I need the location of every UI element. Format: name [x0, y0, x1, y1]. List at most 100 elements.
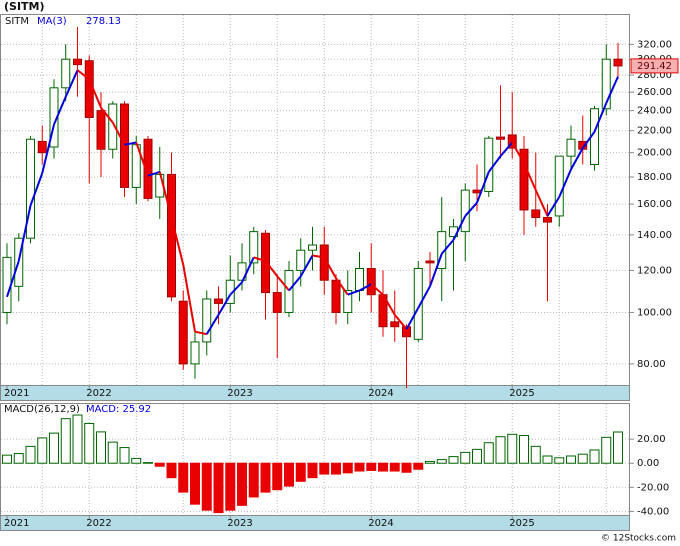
- ma-line: [429, 253, 443, 287]
- ma-line: [182, 264, 196, 332]
- ma-line: [241, 256, 255, 283]
- candle-body: [261, 232, 270, 294]
- macd-bar: [425, 460, 435, 464]
- macd-bar: [460, 451, 471, 464]
- macd-bar: [331, 462, 341, 475]
- x-tick-label: 2021: [4, 518, 29, 529]
- ma-line: [605, 76, 619, 104]
- candle-body: [214, 298, 223, 304]
- y-tick-label: 200.00: [637, 148, 672, 159]
- ma-line: [124, 141, 137, 146]
- y-tick-label: 0.00: [637, 458, 659, 469]
- macd-bar: [413, 462, 424, 470]
- ma-line: [229, 281, 243, 296]
- macd-bar: [25, 445, 36, 464]
- candle-body: [26, 138, 35, 239]
- macd-bar: [178, 462, 189, 493]
- y-tick-label: 260.00: [637, 87, 672, 98]
- macd-bar: [143, 462, 153, 464]
- macd-bar: [530, 445, 541, 464]
- candle-body: [413, 268, 423, 340]
- footer: © 12Stocks.com: [601, 534, 676, 544]
- candle-body: [249, 231, 259, 264]
- ma-line: [135, 142, 149, 177]
- candle-body: [355, 268, 364, 291]
- ma-line: [593, 102, 608, 133]
- price-panel: [0, 14, 630, 386]
- ma-line: [100, 107, 114, 124]
- candle-body: [554, 155, 564, 217]
- candle-body: [108, 103, 118, 150]
- ma-line: [312, 254, 325, 259]
- macd-bar: [13, 453, 24, 464]
- y-tick-label: 20.00: [637, 434, 666, 445]
- ma-line: [217, 294, 232, 316]
- macd-bar: [49, 432, 59, 464]
- y-tick-label: 240.00: [637, 106, 672, 117]
- x-tick-label: 2023: [227, 518, 252, 529]
- macd-bar: [260, 462, 271, 493]
- candle-body: [531, 209, 541, 218]
- candle-body: [484, 137, 494, 192]
- y-tick-label: 100.00: [637, 307, 672, 318]
- macd-bar: [201, 462, 212, 511]
- macd-bar: [190, 462, 200, 505]
- x-tick-label: 2021: [4, 388, 29, 399]
- candle-body: [202, 298, 212, 343]
- macd-bar: [319, 462, 330, 475]
- ma-line: [511, 142, 525, 164]
- y-tick-label: 320.00: [637, 39, 672, 50]
- candle-body: [284, 269, 294, 313]
- candle-body: [178, 300, 188, 365]
- macd-bar: [213, 462, 224, 514]
- macd-date-strip: [0, 515, 630, 531]
- last-price-box: [630, 58, 679, 74]
- ma-line: [476, 171, 490, 204]
- ma-line: [359, 283, 372, 292]
- macd-bar: [507, 433, 518, 464]
- ma-line: [88, 78, 102, 109]
- candle-body: [613, 58, 623, 67]
- x-tick-label: 2025: [509, 388, 534, 399]
- ma-line: [335, 277, 349, 296]
- y-tick-label: 180.00: [637, 172, 672, 183]
- candle-body: [296, 249, 306, 271]
- chart-title: (SITM): [4, 0, 45, 13]
- candle-body: [167, 173, 176, 298]
- ma-line: [299, 255, 314, 277]
- macd-bar: [495, 436, 506, 464]
- candle-body: [519, 148, 529, 211]
- ma-line: [581, 131, 596, 149]
- legend-ma: MA(3): [37, 16, 67, 27]
- y-tick-label: 220.00: [637, 126, 672, 137]
- macd-bar: [354, 462, 365, 472]
- macd-bar: [72, 414, 83, 464]
- ma-line: [170, 217, 185, 265]
- ma-line: [499, 141, 514, 157]
- macd-bar: [577, 453, 588, 464]
- macd-bar: [154, 462, 165, 467]
- macd-bar: [378, 462, 388, 472]
- candle-body: [84, 60, 94, 118]
- macd-bar: [166, 462, 177, 479]
- candle-body: [366, 268, 376, 296]
- y-tick-label: 140.00: [637, 230, 672, 241]
- candle-body: [601, 58, 611, 110]
- macd-bar: [107, 441, 118, 464]
- x-tick-label: 2024: [368, 388, 393, 399]
- candle-body: [308, 244, 317, 251]
- macd-bar: [237, 462, 247, 506]
- y-tick-label: -20.00: [637, 482, 669, 493]
- ma-line: [370, 283, 384, 296]
- candle-body: [73, 58, 82, 66]
- candle-body: [190, 341, 200, 365]
- macd-bar: [84, 422, 95, 464]
- macd-bar: [472, 448, 482, 464]
- last-price-label: 291.42: [637, 61, 672, 72]
- candle-body: [343, 289, 353, 313]
- ma-line: [440, 239, 455, 255]
- ma-line: [253, 256, 266, 262]
- ma-line: [393, 314, 408, 330]
- macd-bar: [248, 462, 259, 498]
